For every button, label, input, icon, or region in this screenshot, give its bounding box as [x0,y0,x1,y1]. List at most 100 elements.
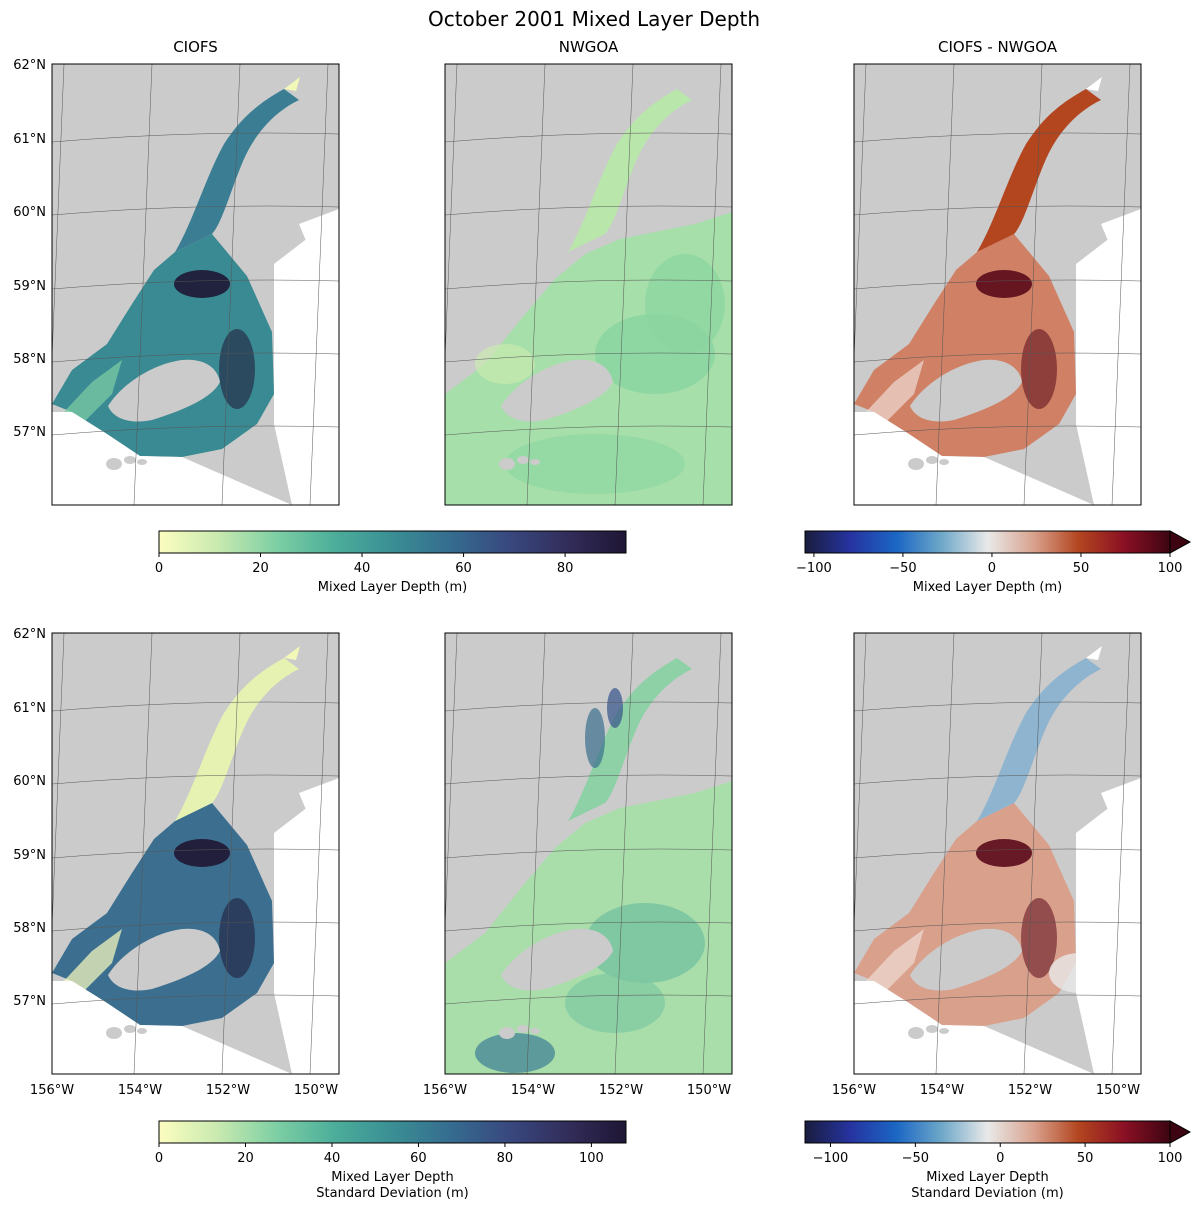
kodiak-island [108,359,220,422]
outside-domain-south [52,981,292,1074]
longitude-line [445,64,458,365]
colorbar-tick-label: 20 [237,1151,254,1166]
latitude-line [52,701,339,712]
shallow-shelf [864,360,924,424]
field-texture [505,434,685,494]
shallow-shelf [62,360,122,424]
latitude-tick-label: 59°N [13,279,46,294]
colorbar-tick-label: 0 [988,561,996,576]
latitude-tick-label: 57°N [13,425,46,440]
field-texture [645,254,725,354]
colorbar-label: Standard Deviation (m) [316,1186,468,1201]
latitude-line [445,994,732,1005]
latitude-line [445,352,732,363]
longitude-line [526,64,546,505]
longitude-tick-label: 150°W [1096,1083,1140,1098]
longitude-line [1023,64,1043,505]
longitude-tick-label: 152°W [1008,1083,1052,1098]
longitude-tick-label: 152°W [206,1083,250,1098]
latitude-line [854,205,1141,216]
latitude-line [52,205,339,216]
deep-channel [219,329,255,409]
deep-core [976,839,1032,867]
latitude-line [445,701,732,712]
inlet-field [175,658,299,821]
latitude-line [445,279,732,290]
latitude-tick-label: 60°N [13,205,46,220]
panel-frame [444,632,733,1075]
colorbar-tick-label: 40 [324,1151,341,1166]
small-island [517,1025,529,1033]
longitude-line [309,633,329,1074]
field-texture [475,344,535,384]
colorbar-label: Standard Deviation (m) [911,1186,1063,1201]
colorbar-extend-arrow [1169,1120,1192,1144]
panel-frame [51,63,340,506]
latitude-line [445,774,732,785]
inlet-head-field [1086,646,1102,660]
latitude-tick-label: 62°N [13,627,46,642]
longitude-line [1023,633,1043,1074]
longitude-tick-label: 154°W [920,1083,964,1098]
map-panel: CIOFS - NWGOA [853,38,1142,506]
outside-domain [274,783,339,1074]
longitude-tick-label: 150°W [687,1083,731,1098]
latitude-line [52,921,339,932]
latitude-tick-label: 58°N [13,921,46,936]
kodiak-island [108,928,220,991]
deep-core [174,270,230,298]
small-island [106,1027,122,1039]
latitude-line [854,132,1141,143]
panel-frame [51,632,340,1075]
panel-frame [853,632,1142,1075]
panel-title: NWGOA [559,38,619,56]
small-island [137,459,147,465]
colorbar-tick-label: 60 [410,1151,427,1166]
field-texture [475,1033,555,1073]
inlet-head-field [284,77,300,91]
colorbar-tick-label: 100 [1158,1151,1183,1166]
outside-domain [1076,783,1141,1074]
longitude-tick-label: 156°W [30,1083,74,1098]
latitude-line [445,205,732,216]
small-island [926,1025,938,1033]
map-panels: CIOFS 62°N 61°N 60°N 59°N 58°N 57°N NWGOA CIOFS … [13,38,1142,1098]
latitude-line [854,848,1141,859]
map-panel: 62°N 61°N 60°N 59°N 58°N 57°N 156°W 154°W 152°W 1… [13,627,340,1098]
latitude-line [52,132,339,143]
latitude-tick-label: 61°N [13,132,46,147]
small-island [124,456,136,464]
colorbar-tick-label: 60 [455,561,472,576]
latitude-line [854,921,1141,932]
inlet-head-field [284,646,300,660]
longitude-tick-label: 156°W [832,1083,876,1098]
latitude-line [52,994,339,1005]
longitude-line [1111,64,1131,505]
shallow-shelf [864,929,924,993]
colorbar-gradient [158,530,627,554]
latitude-line [445,132,732,143]
longitude-tick-label: 154°W [511,1083,555,1098]
latitude-tick-label: 60°N [13,774,46,789]
figure-title: October 2001 Mixed Layer Depth [428,7,760,31]
field-texture [565,973,665,1033]
longitude-line [1111,633,1131,1074]
outside-domain-south [854,412,1094,505]
deep-core [976,270,1032,298]
longitude-tick-label: 152°W [599,1083,643,1098]
small-island [939,1028,949,1034]
latitude-tick-label: 59°N [13,848,46,863]
outside-domain [274,214,339,505]
longitude-tick-label: 154°W [118,1083,162,1098]
deep-channel [219,898,255,978]
small-island [499,1027,515,1039]
inlet-field [977,89,1101,252]
colorbar-gradient [804,1120,1171,1144]
latitude-tick-label: 57°N [13,994,46,1009]
colorbar-tick-label: 50 [1073,561,1090,576]
longitude-line [854,64,867,365]
panel-frame [444,63,733,506]
longitude-line [526,633,546,1074]
